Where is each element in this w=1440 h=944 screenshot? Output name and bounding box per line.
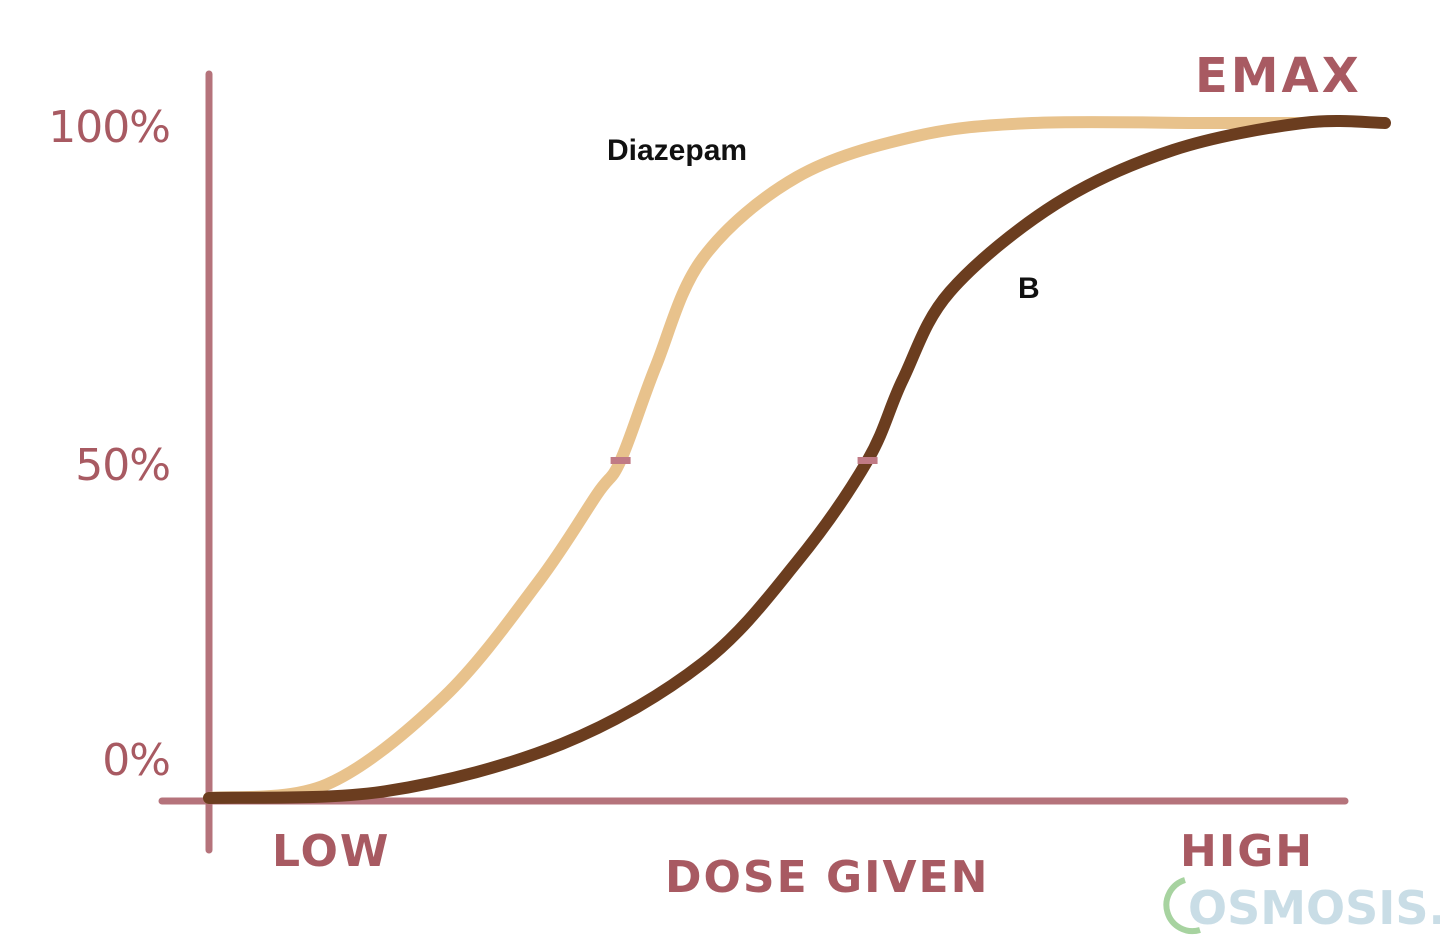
- series-line-diazepam: [203, 116, 1309, 804]
- emax-annotation: EMAX: [1195, 48, 1362, 104]
- y-tick-label-50: 50%: [75, 440, 170, 491]
- x-axis-title: DOSE GIVEN: [665, 852, 989, 903]
- watermark-logo-icon: [1163, 877, 1201, 935]
- curves: [203, 115, 1391, 804]
- x-tick-label-high: HIGH: [1180, 826, 1314, 877]
- osmosis-watermark: OSMOSIS.o: [1163, 877, 1440, 935]
- y-tick-label-0: 0%: [102, 735, 170, 786]
- x-tick-label-low: LOW: [272, 826, 390, 877]
- series-line-b: [203, 115, 1391, 804]
- series-label-b: B: [1018, 272, 1040, 305]
- series-label-diazepam: Diazepam: [607, 134, 747, 167]
- y-tick-label-100: 100%: [48, 102, 170, 153]
- watermark-text: OSMOSIS.o: [1188, 881, 1440, 935]
